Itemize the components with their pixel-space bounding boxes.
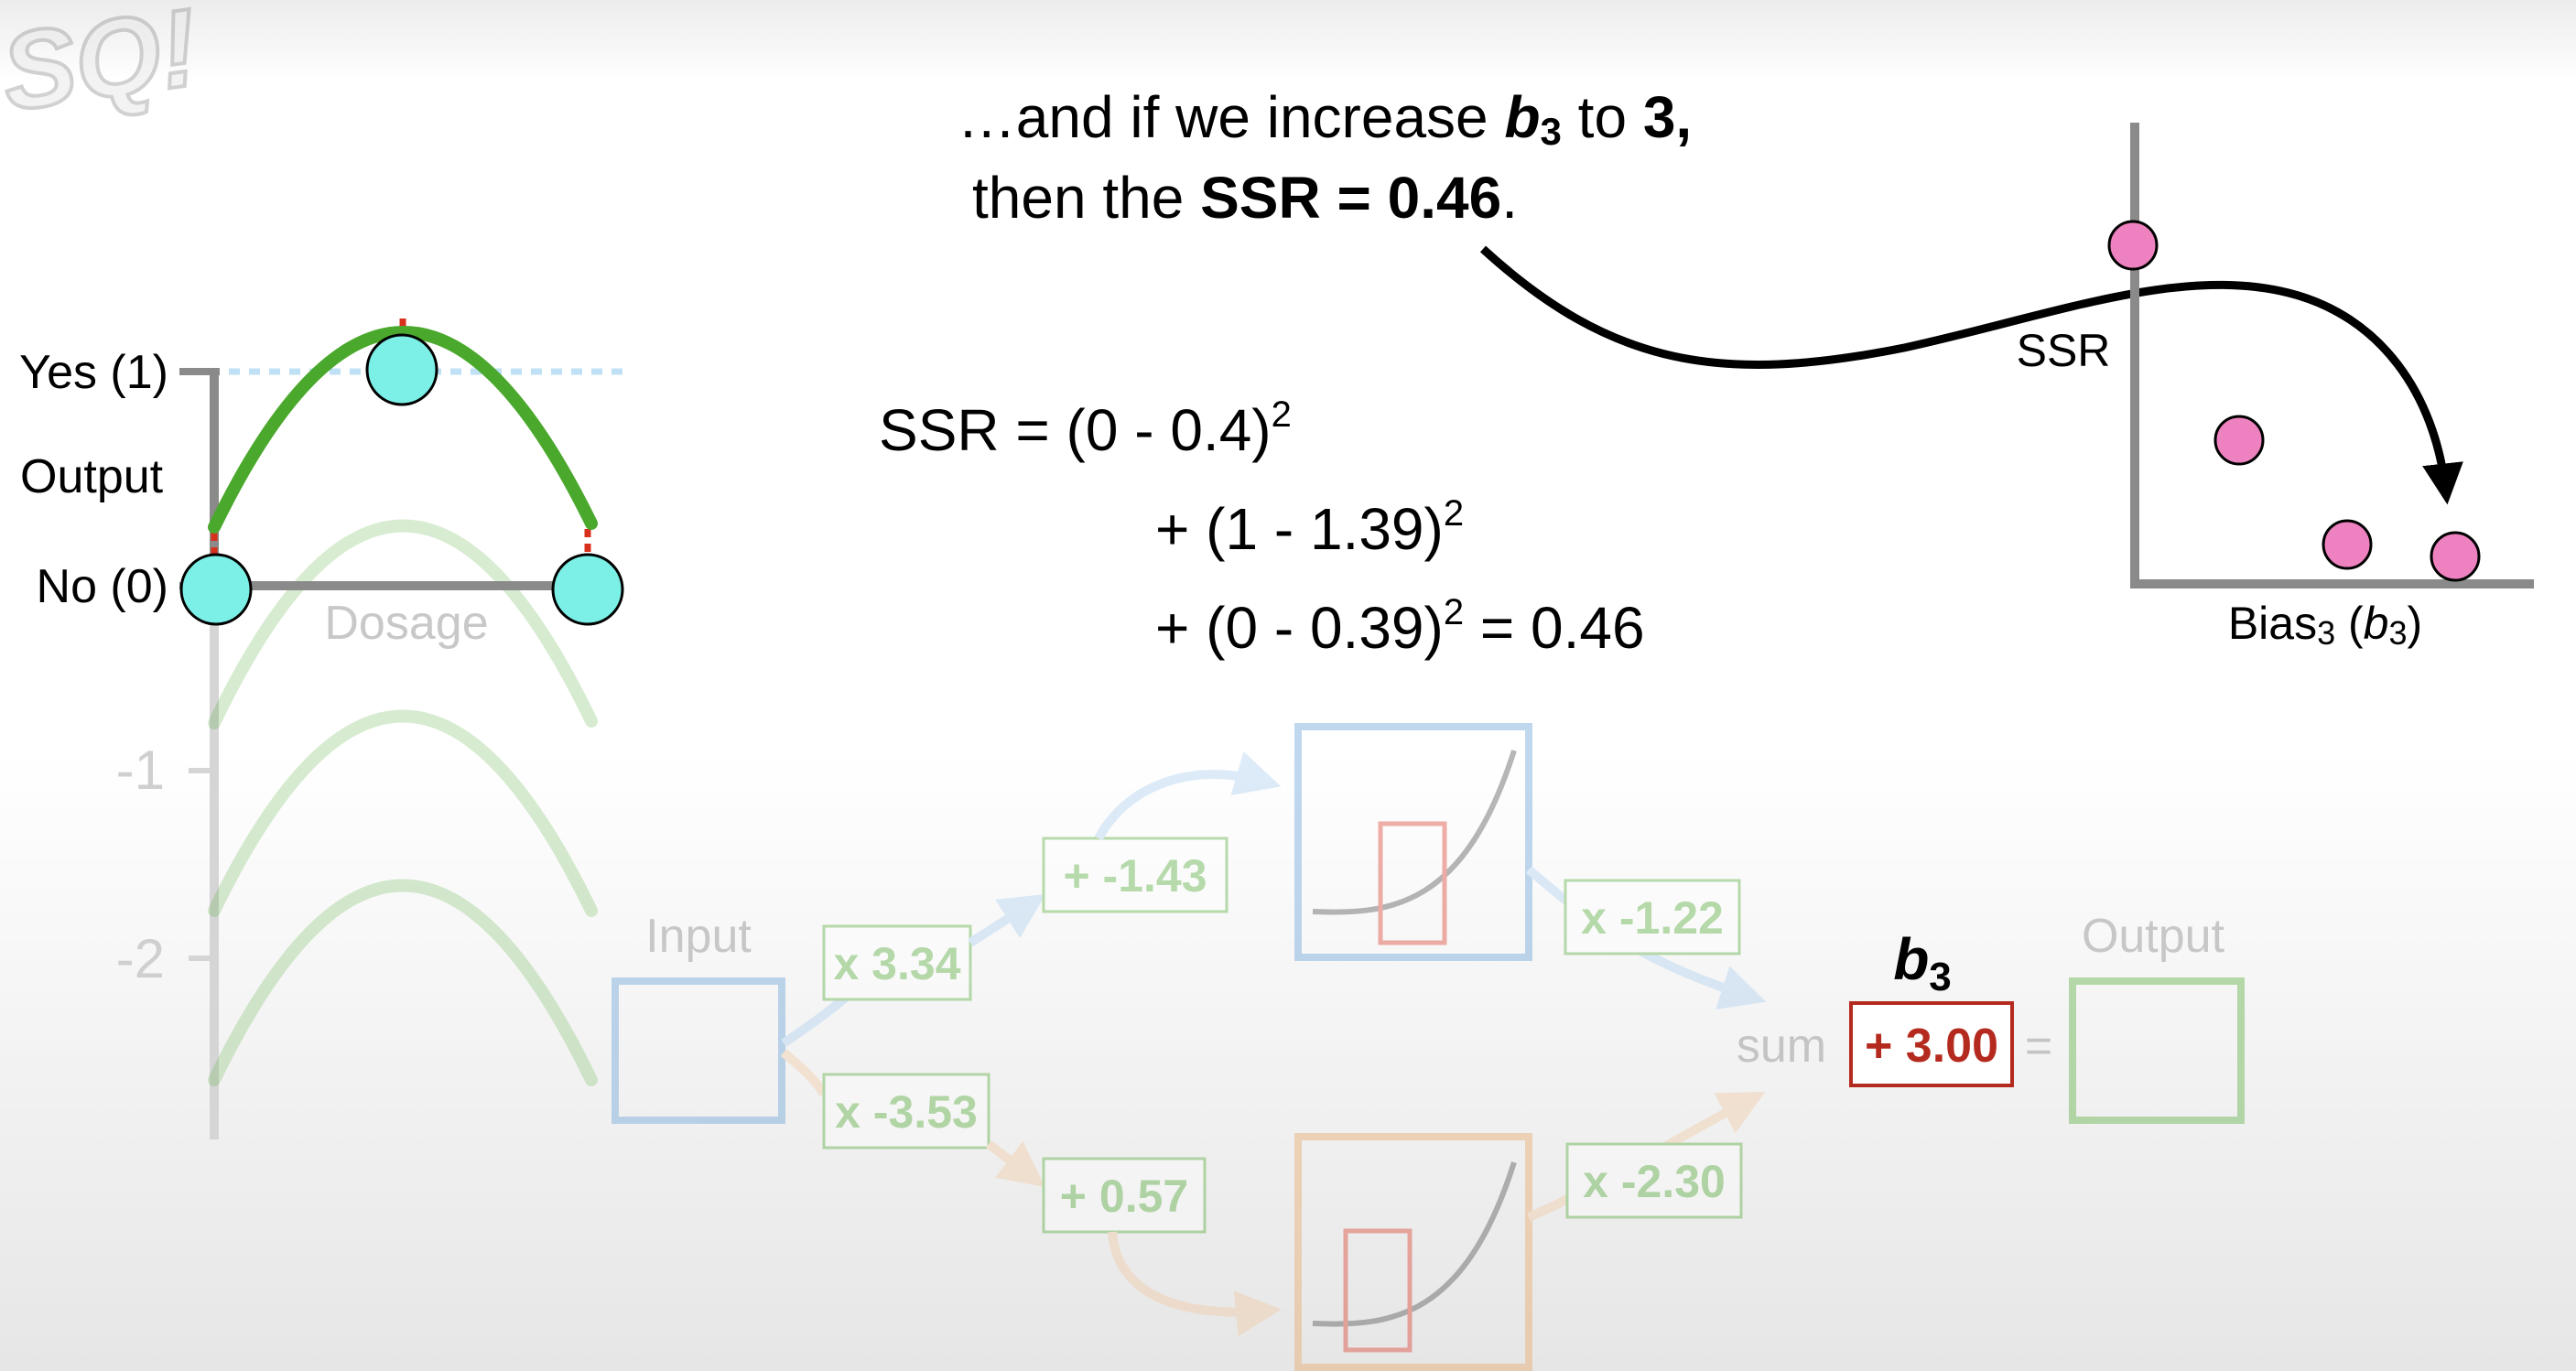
activation-box-top: [1294, 723, 1532, 961]
weight-box-2: [822, 1073, 990, 1150]
output-box: [2069, 977, 2245, 1124]
statquest-logo: SQ!: [0, 0, 207, 136]
faint-activation-curves: [208, 519, 598, 1086]
weight-box-4: [1565, 1142, 1743, 1219]
weight-2: x -3.53: [835, 1086, 978, 1138]
y-label-yes: Yes (1): [19, 346, 168, 399]
input-box: [612, 977, 785, 1124]
output-plot: -1 -2 Yes (1) Output No (0) Dosage: [19, 318, 624, 1139]
output-label: Output: [2082, 910, 2225, 963]
bias-3-box: [1849, 1001, 2014, 1087]
bias-2: + 0.57: [1060, 1171, 1188, 1222]
weight-box-3: [1564, 879, 1741, 955]
bias-box-2: [1042, 1157, 1207, 1234]
ssr-point-1: [2107, 220, 2159, 271]
x-label-dosage: Dosage: [324, 597, 488, 650]
bias-axis-label: Bias3 (b3): [2228, 598, 2422, 652]
bias-box-1: [1042, 837, 1228, 913]
ssr-equation: SSR = (0 - 0.4)2 + (1 - 1.39)2 + (0 - 0.…: [879, 394, 1645, 661]
logo-text: SQ!: [0, 0, 205, 135]
weight-3: x -1.22: [1581, 892, 1724, 944]
y-label-output: Output: [20, 450, 164, 503]
data-point-low-2: [551, 553, 624, 626]
activation-curve: [208, 326, 598, 534]
bias-3-label: b3: [1893, 926, 1952, 999]
ssr-point-2: [2213, 415, 2265, 466]
y-label-no: No (0): [37, 560, 168, 613]
svg-text:SSR = (0 - 0.4)2: SSR = (0 - 0.4)2: [879, 394, 1292, 463]
caption-arrow: [1479, 245, 2463, 505]
equals-sign: =: [2025, 1020, 2052, 1073]
sum-label: sum: [1737, 1020, 1826, 1073]
svg-text:+ (1 - 1.39)2: + (1 - 1.39)2: [1155, 493, 1464, 562]
ssr-axis-label: SSR: [2017, 325, 2111, 376]
bias-3-group: b3 + 3.00: [1849, 926, 2014, 1087]
bias-1: + -1.43: [1063, 850, 1207, 901]
ssr-point-4: [2430, 531, 2481, 582]
weight-4: x -2.30: [1583, 1156, 1726, 1207]
svg-text:+ (0 - 0.39)2 = 0.46: + (0 - 0.39)2 = 0.46: [1155, 592, 1645, 661]
neural-network: Input x 3.34 + -1.43 x -1.22 x -3.53 + 0…: [612, 723, 2245, 1371]
tick-label-neg1: -1: [116, 739, 165, 801]
data-point-mid: [365, 333, 438, 406]
ssr-point-3: [2322, 519, 2373, 570]
input-label: Input: [645, 910, 752, 963]
caption-line-2: then the SSR = 0.46.: [972, 165, 1518, 231]
bias-3-value: + 3.00: [1865, 1020, 1998, 1073]
weight-1: x 3.34: [833, 938, 960, 989]
tick-label-neg2: -2: [116, 928, 165, 989]
weight-box-1: [822, 924, 972, 1001]
activation-box-bottom: [1294, 1133, 1532, 1371]
caption-line-1: …and if we increase b3 to 3,: [958, 84, 1692, 153]
ssr-plot: SSR Bias3 (b3): [2017, 123, 2534, 652]
data-point-low-1: [179, 553, 253, 626]
